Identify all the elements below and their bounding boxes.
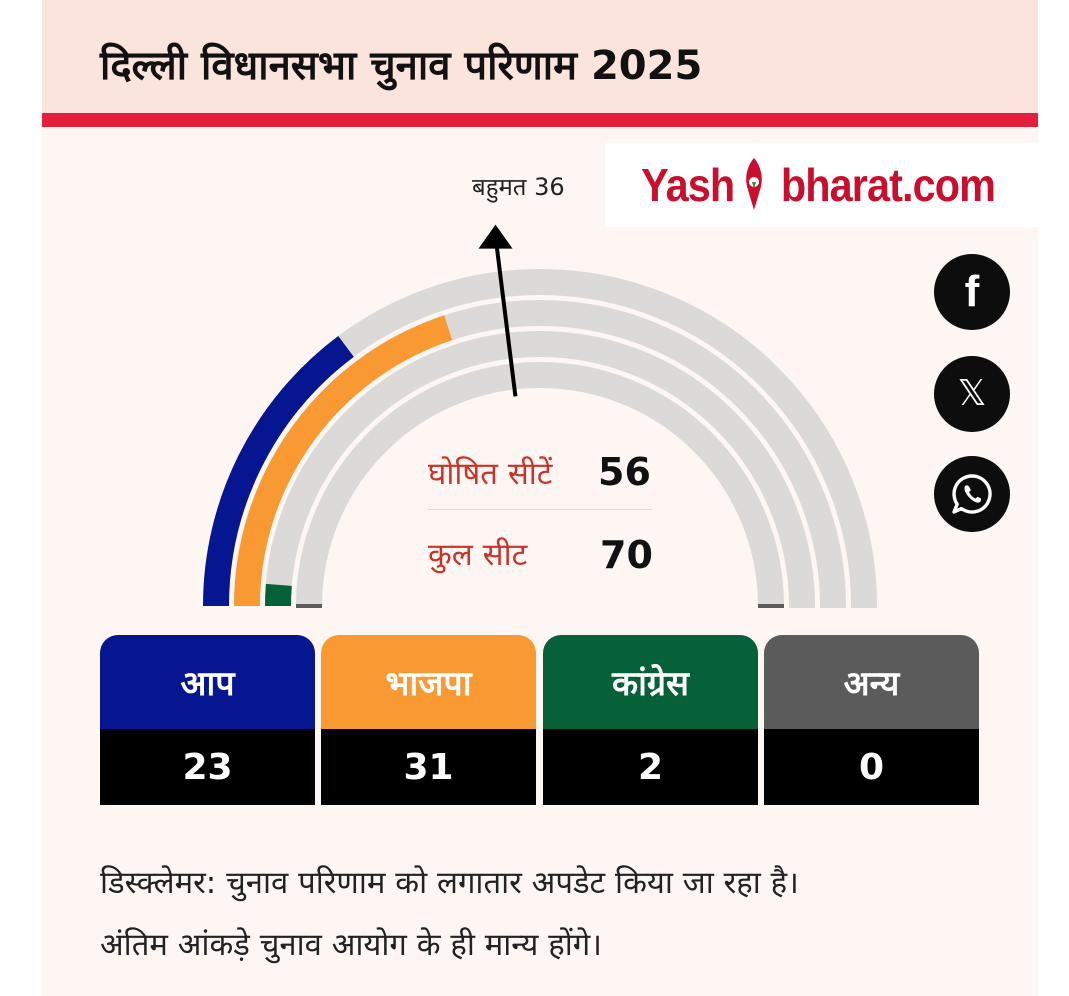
party-seat-count: 2 <box>543 729 758 805</box>
party-name: अन्य <box>764 635 979 729</box>
disclaimer-line-1: डिस्क्लेमर: चुनाव परिणाम को लगातार अपडेट… <box>100 865 799 901</box>
majority-arrow-line <box>493 236 518 397</box>
party-seat-count: 0 <box>764 729 979 805</box>
gauge-track <box>296 362 784 607</box>
x-share-button[interactable]: 𝕏 <box>934 356 1010 432</box>
party-card-congress: कांग्रेस 2 <box>543 635 758 805</box>
disclaimer: डिस्क्लेमर: चुनाव परिणाम को लगातार अपडेट… <box>100 852 1000 976</box>
declared-seats-label: घोषित सीटें <box>428 456 553 492</box>
party-card-others: अन्य 0 <box>764 635 979 805</box>
pen-nib-icon <box>746 158 763 210</box>
party-card-aap: आप 23 <box>100 635 315 805</box>
page-title: दिल्ली विधानसभा चुनाव परिणाम 2025 <box>100 43 703 89</box>
stats-divider <box>428 509 652 510</box>
x-icon: 𝕏 <box>957 373 987 414</box>
whatsapp-share-button[interactable] <box>934 456 1010 532</box>
facebook-icon: f <box>964 267 980 316</box>
party-seat-count: 23 <box>100 729 315 805</box>
header-divider <box>42 113 1038 127</box>
header: दिल्ली विधानसभा चुनाव परिणाम 2025 <box>42 0 1038 113</box>
gauge-track <box>265 331 815 607</box>
results-card: दिल्ली विधानसभा चुनाव परिणाम 2025 Yash b… <box>42 0 1038 996</box>
disclaimer-line-2: अंतिम आंकड़े चुनाव आयोग के ही मान्य होंग… <box>100 927 602 963</box>
facebook-share-button[interactable]: f <box>934 254 1010 330</box>
logo-text-right: bharat.com <box>781 159 996 211</box>
gauge-end-marker <box>851 604 877 608</box>
gauge-bar-1 <box>203 336 354 607</box>
logo-text-left: Yash <box>640 159 735 211</box>
gauge-end-marker <box>758 604 784 608</box>
gauge-bar-2 <box>234 315 453 607</box>
total-seats-value: 70 <box>600 533 653 577</box>
party-name: आप <box>100 635 315 729</box>
party-seat-count: 31 <box>321 729 536 805</box>
site-logo[interactable]: Yash bharat.com <box>605 143 1038 227</box>
gauge-end-marker <box>820 604 846 608</box>
whatsapp-icon <box>952 474 992 514</box>
gauge-zero-marker <box>296 604 322 608</box>
party-card-bjp: भाजपा 31 <box>321 635 536 805</box>
declared-seats-value: 56 <box>598 450 651 494</box>
party-name: कांग्रेस <box>543 635 758 729</box>
majority-arrow-head <box>478 224 513 249</box>
gauge-end-marker <box>789 604 815 608</box>
majority-label: बहुमत 36 <box>472 173 565 201</box>
party-name: भाजपा <box>321 635 536 729</box>
gauge-bar-3 <box>264 583 292 607</box>
total-seats-label: कुल सीट <box>428 537 528 573</box>
seat-gauge-chart <box>203 224 877 608</box>
